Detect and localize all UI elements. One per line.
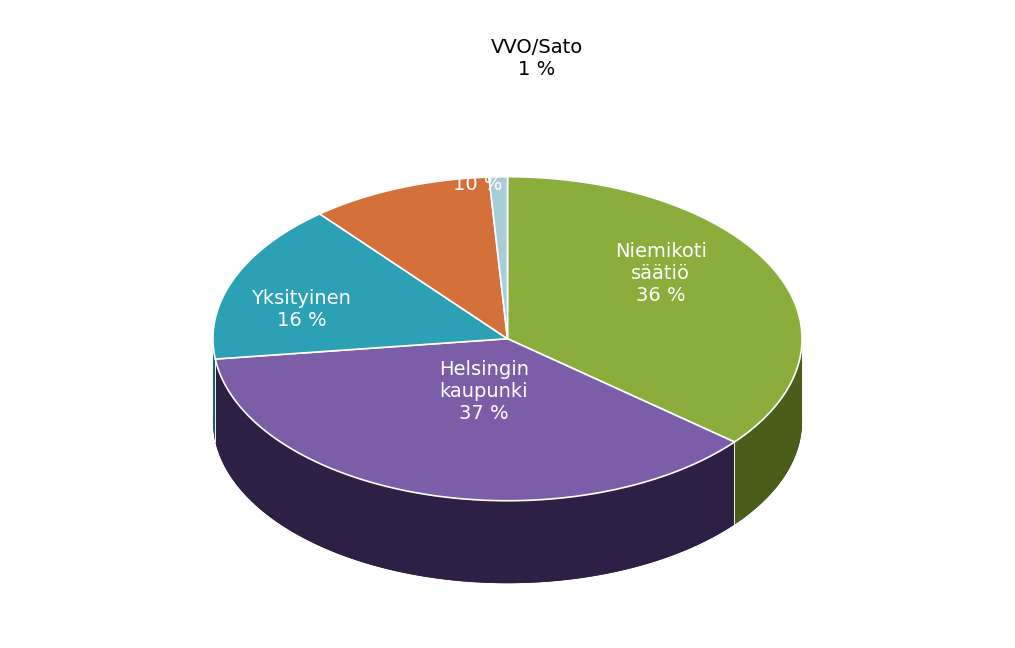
Text: Yksityinen
16 %: Yksityinen 16 % — [252, 289, 351, 330]
Text: Helsingin
kaupunki
37 %: Helsingin kaupunki 37 % — [438, 360, 529, 423]
Polygon shape — [508, 177, 802, 442]
Polygon shape — [735, 339, 802, 524]
Polygon shape — [213, 339, 215, 441]
Polygon shape — [489, 177, 508, 339]
Text: Muu/palve
10 %: Muu/palve 10 % — [427, 154, 529, 194]
Text: VVO/Sato
1 %: VVO/Sato 1 % — [491, 38, 583, 80]
Text: Niemikoti
säätiö
36 %: Niemikoti säätiö 36 % — [615, 242, 706, 305]
Polygon shape — [215, 339, 735, 501]
Polygon shape — [215, 359, 735, 583]
Polygon shape — [213, 259, 802, 583]
Polygon shape — [213, 214, 508, 359]
Polygon shape — [320, 177, 508, 339]
